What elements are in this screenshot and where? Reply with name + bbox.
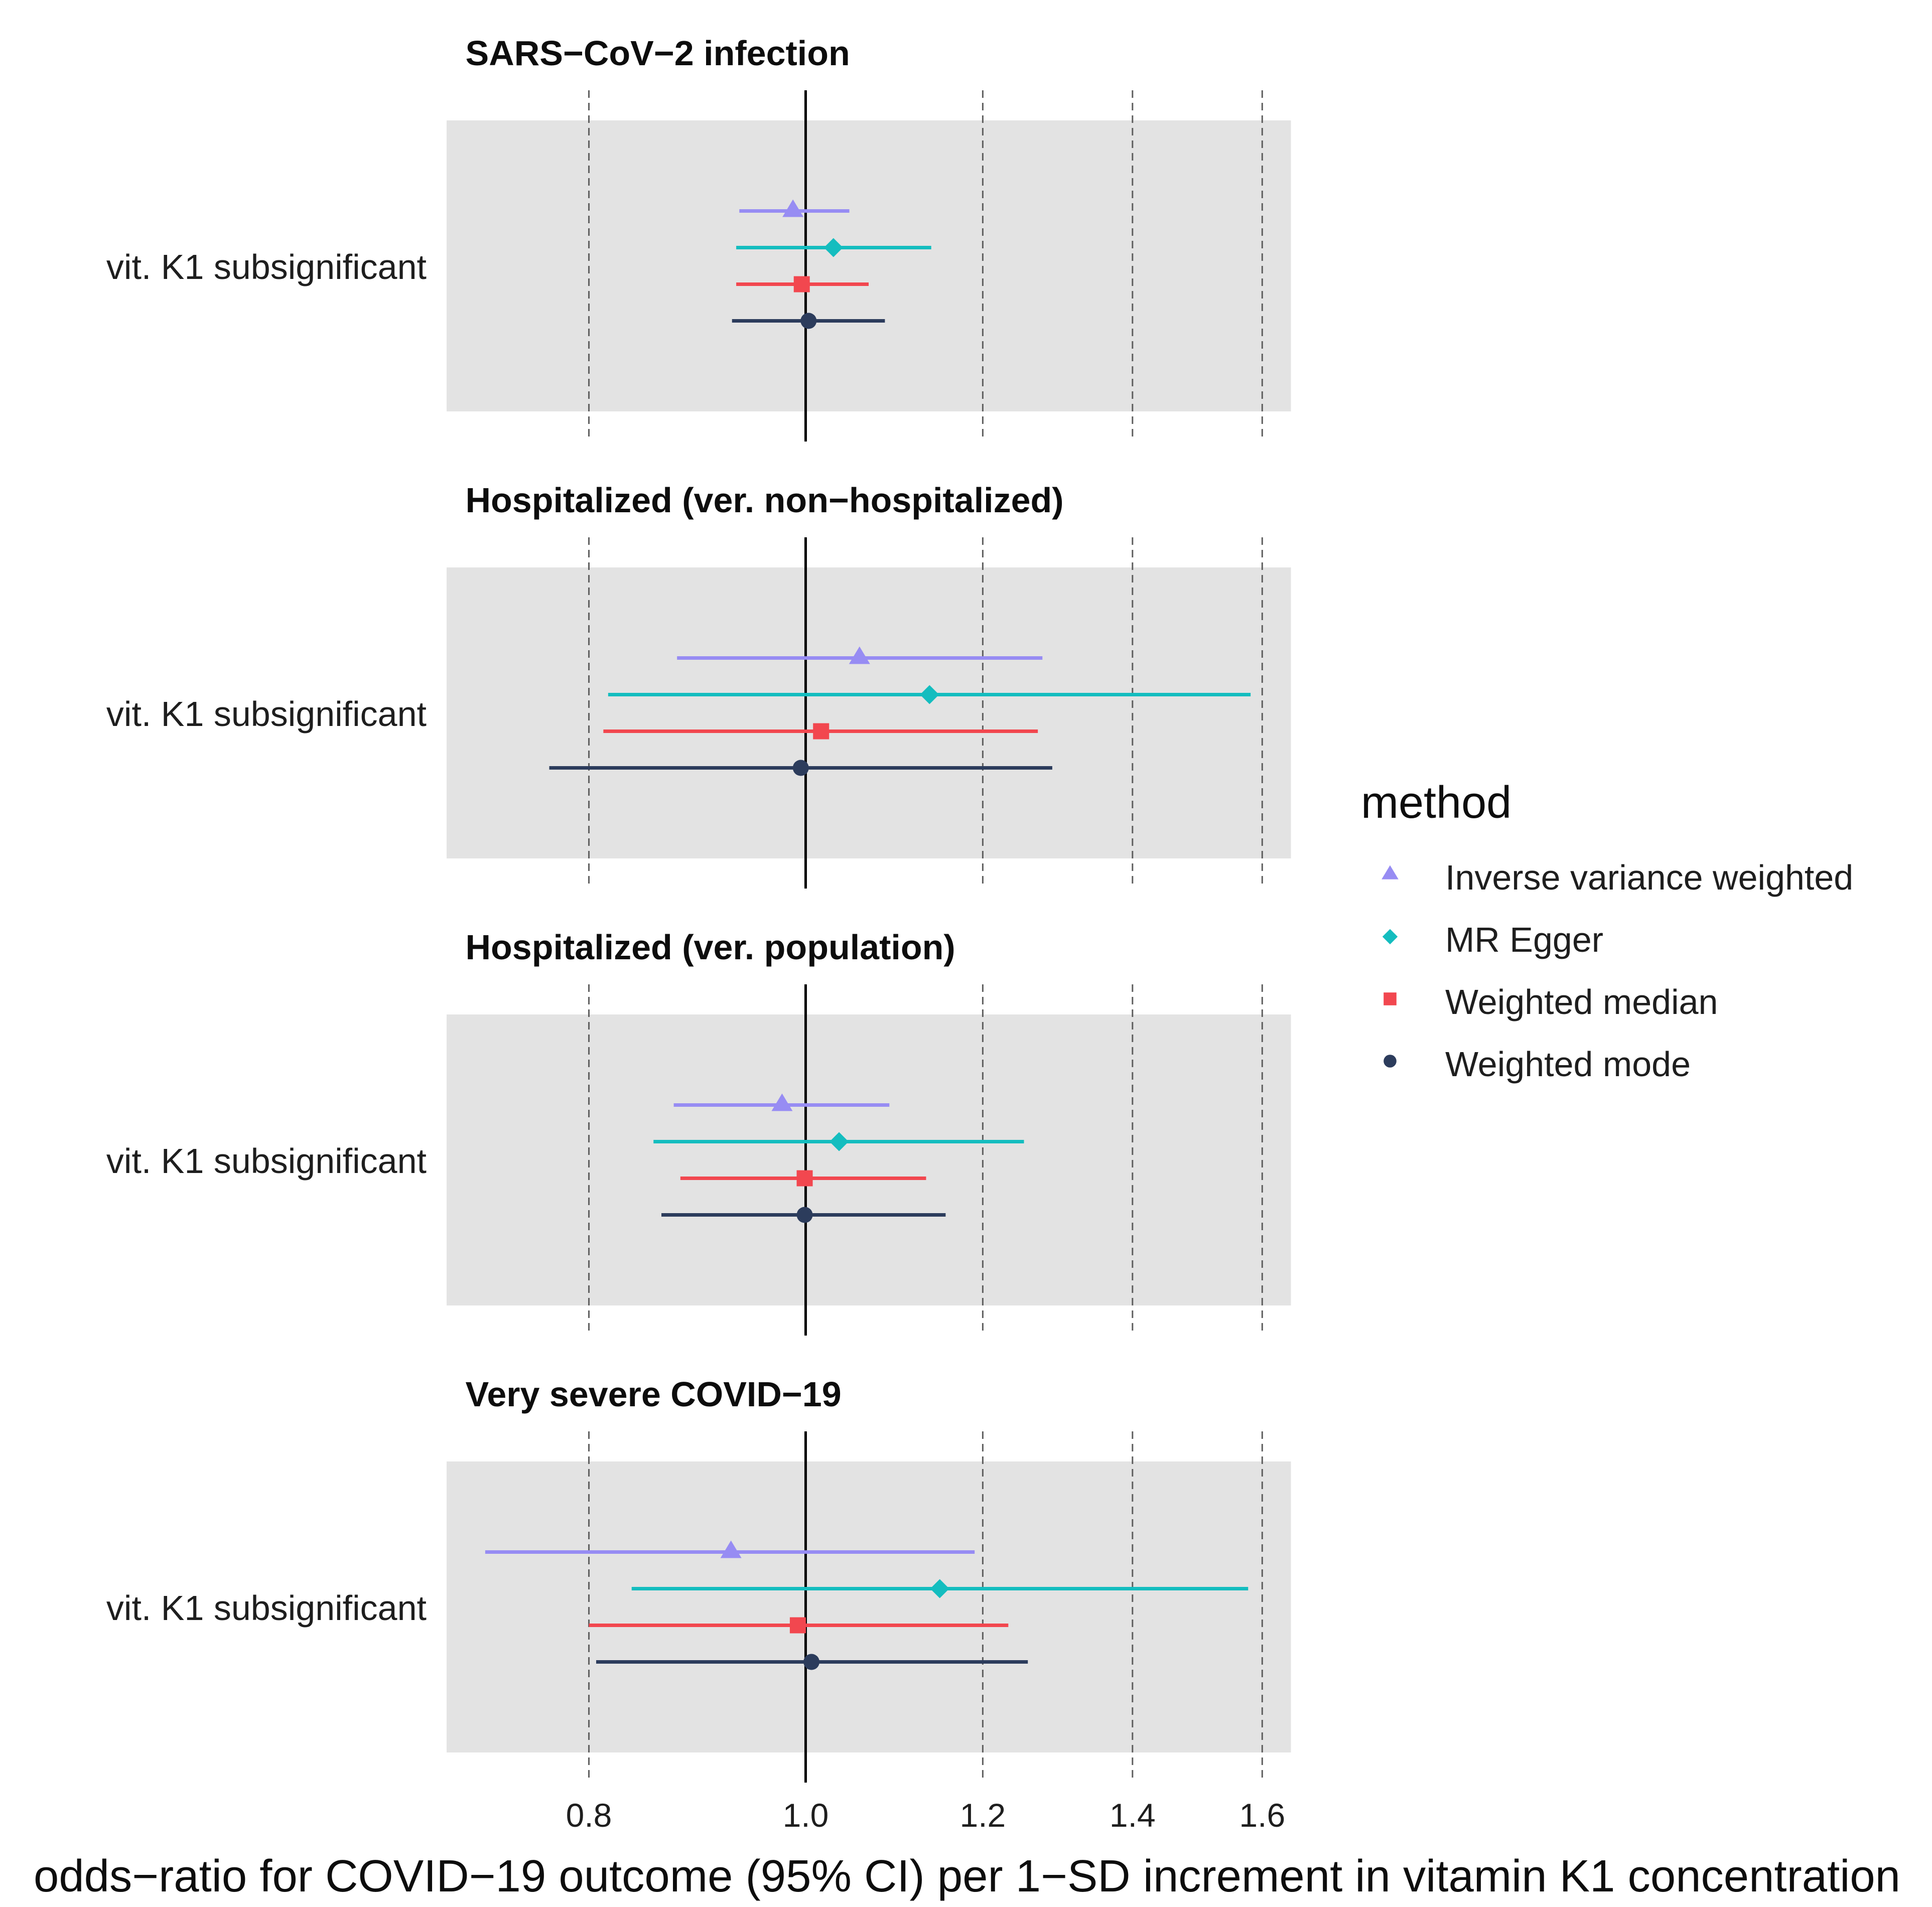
estimate — [596, 1654, 1028, 1670]
legend: method Inverse variance weighted MR Egger… — [1361, 778, 1853, 1084]
legend-label: Weighted mode — [1445, 1045, 1691, 1084]
point-estimate-square — [813, 723, 830, 740]
point-estimate-diamond — [830, 1132, 849, 1151]
legend-label: Inverse variance weighted — [1445, 858, 1853, 897]
estimate — [485, 1540, 975, 1558]
estimate — [631, 1579, 1249, 1598]
point-estimate-triangle — [782, 199, 804, 217]
legend-key-square — [1384, 992, 1397, 1005]
estimate — [732, 313, 885, 329]
estimate — [589, 1617, 1009, 1634]
legend-label: Weighted median — [1445, 982, 1718, 1021]
panel-title: Very severe COVID−19 — [466, 1375, 842, 1414]
legend-item: Inverse variance weighted — [1382, 858, 1853, 897]
estimate — [673, 1093, 890, 1111]
facet-panel: SARS−CoV−2 infection vit. K1 subsignifica… — [106, 34, 1291, 442]
panel-background — [447, 567, 1291, 858]
facet-panels: SARS−CoV−2 infection vit. K1 subsignifica… — [106, 34, 1291, 1783]
row-label: vit. K1 subsignificant — [106, 1588, 427, 1628]
point-estimate-triangle — [720, 1540, 742, 1558]
row-label: vit. K1 subsignificant — [106, 1141, 427, 1181]
x-tick-label: 1.4 — [1110, 1797, 1156, 1834]
x-tick-label: 0.8 — [566, 1797, 612, 1834]
x-axis-title: odds−ratio for COVID−19 outcome (95% CI)… — [34, 1851, 1900, 1901]
estimate — [739, 199, 850, 217]
point-estimate-circle — [803, 1654, 820, 1670]
legend-item: MR Egger — [1382, 920, 1603, 959]
point-estimate-triangle — [771, 1093, 793, 1111]
x-tick-label: 1.6 — [1239, 1797, 1285, 1834]
panel-background — [447, 1461, 1291, 1752]
point-estimate-diamond — [920, 685, 939, 704]
legend-title: method — [1361, 778, 1511, 828]
legend-key-circle — [1384, 1055, 1397, 1068]
estimate — [661, 1207, 946, 1223]
estimate — [549, 760, 1052, 776]
legend-item: Weighted mode — [1384, 1045, 1691, 1084]
estimate — [608, 685, 1251, 704]
point-estimate-circle — [800, 313, 817, 329]
point-estimate-circle — [792, 760, 809, 776]
row-label: vit. K1 subsignificant — [106, 694, 427, 734]
facet-panel: Hospitalized (ver. population) vit. K1 su… — [106, 928, 1291, 1336]
estimate — [677, 646, 1043, 664]
point-estimate-diamond — [823, 238, 843, 257]
facet-panel: Very severe COVID−19 vit. K1 subsignifica… — [106, 1375, 1291, 1783]
x-tick-label: 1.2 — [960, 1797, 1006, 1834]
point-estimate-square — [796, 1170, 813, 1187]
panel-background — [447, 1014, 1291, 1305]
point-estimate-diamond — [930, 1579, 949, 1598]
point-estimate-circle — [796, 1207, 813, 1223]
row-label: vit. K1 subsignificant — [106, 247, 427, 286]
estimate — [653, 1132, 1024, 1151]
legend-key-triangle — [1382, 865, 1399, 879]
point-estimate-square — [793, 276, 810, 292]
legend-item: Weighted median — [1384, 982, 1718, 1021]
legend-key-diamond — [1382, 929, 1398, 945]
facet-panel: Hospitalized (ver. non−hospitalized) vit.… — [106, 481, 1291, 889]
estimate — [736, 238, 931, 257]
estimate — [603, 723, 1038, 740]
x-axis: 0.8 1.0 1.2 1.4 1.6 — [566, 1797, 1286, 1834]
panel-title: SARS−CoV−2 infection — [466, 34, 850, 73]
panel-background — [447, 120, 1291, 411]
panel-title: Hospitalized (ver. population) — [466, 928, 955, 967]
x-tick-label: 1.0 — [783, 1797, 829, 1834]
estimate — [736, 276, 869, 292]
estimate — [680, 1170, 926, 1187]
legend-label: MR Egger — [1445, 920, 1603, 959]
point-estimate-triangle — [849, 646, 870, 664]
point-estimate-square — [789, 1617, 806, 1634]
panel-title: Hospitalized (ver. non−hospitalized) — [466, 481, 1064, 520]
